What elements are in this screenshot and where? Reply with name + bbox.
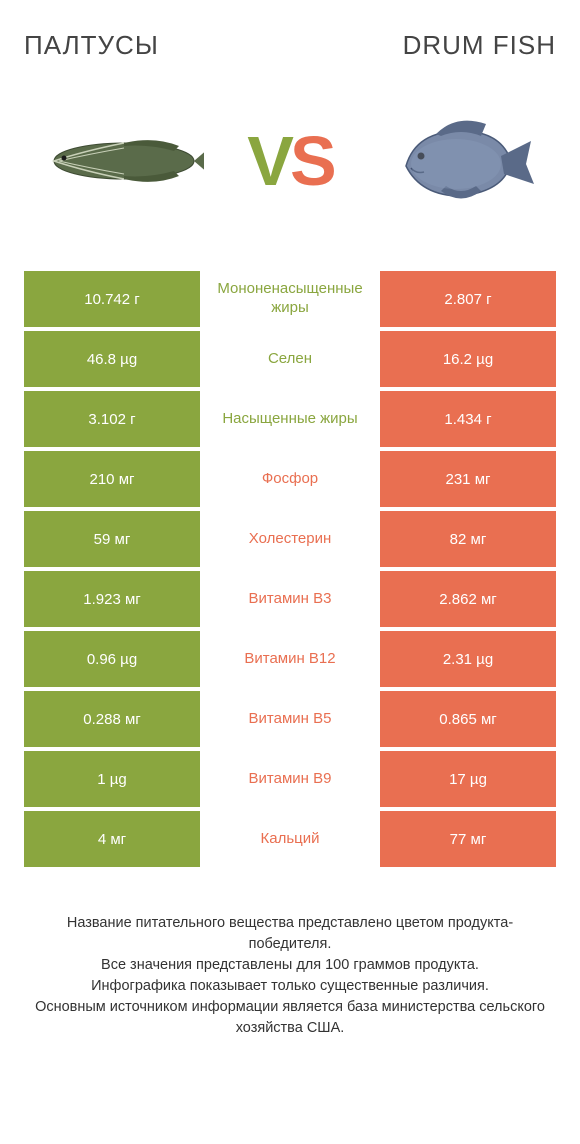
vs-s: S	[290, 122, 333, 200]
left-fish-image	[34, 126, 204, 196]
comparison-table: 10.742 гМононенасыщенные жиры2.807 г46.8…	[24, 271, 556, 871]
footer-notes: Название питательного вещества представл…	[24, 913, 556, 1039]
nutrient-label: Витамин B12	[200, 631, 380, 687]
right-value: 2.807 г	[380, 271, 556, 327]
vs-label: VS	[247, 126, 332, 196]
footer-line: Инфографика показывает только существенн…	[34, 976, 546, 997]
vs-v: V	[247, 122, 290, 200]
left-value: 10.742 г	[24, 271, 200, 327]
right-value: 0.865 мг	[380, 691, 556, 747]
hero-row: VS	[24, 91, 556, 231]
right-value: 17 µg	[380, 751, 556, 807]
nutrient-label: Витамин B5	[200, 691, 380, 747]
nutrient-label: Витамин B9	[200, 751, 380, 807]
footer-line: Основным источником информации является …	[34, 997, 546, 1039]
left-value: 3.102 г	[24, 391, 200, 447]
left-value: 1.923 мг	[24, 571, 200, 627]
nutrient-label: Насыщенные жиры	[200, 391, 380, 447]
left-value: 59 мг	[24, 511, 200, 567]
nutrient-label: Фосфор	[200, 451, 380, 507]
nutrient-label: Витамин B3	[200, 571, 380, 627]
footer-line: Название питательного вещества представл…	[34, 913, 546, 955]
right-value: 82 мг	[380, 511, 556, 567]
footer-line: Все значения представлены для 100 граммо…	[34, 955, 546, 976]
left-value: 46.8 µg	[24, 331, 200, 387]
right-value: 231 мг	[380, 451, 556, 507]
right-product-title: DRUM FISH	[403, 30, 556, 61]
nutrient-label: Кальций	[200, 811, 380, 867]
table-row: 10.742 гМононенасыщенные жиры2.807 г	[24, 271, 556, 331]
table-row: 210 мгФосфор231 мг	[24, 451, 556, 511]
table-row: 1 µgВитамин B917 µg	[24, 751, 556, 811]
right-fish-image	[376, 106, 546, 216]
left-value: 4 мг	[24, 811, 200, 867]
table-row: 1.923 мгВитамин B32.862 мг	[24, 571, 556, 631]
left-value: 1 µg	[24, 751, 200, 807]
left-value: 0.288 мг	[24, 691, 200, 747]
table-row: 3.102 гНасыщенные жиры1.434 г	[24, 391, 556, 451]
right-value: 1.434 г	[380, 391, 556, 447]
nutrient-label: Мононенасыщенные жиры	[200, 271, 380, 327]
nutrient-label: Холестерин	[200, 511, 380, 567]
table-row: 46.8 µgСелен16.2 µg	[24, 331, 556, 391]
right-value: 77 мг	[380, 811, 556, 867]
table-row: 4 мгКальций77 мг	[24, 811, 556, 871]
table-row: 0.96 µgВитамин B122.31 µg	[24, 631, 556, 691]
table-row: 59 мгХолестерин82 мг	[24, 511, 556, 571]
left-product-title: ПАЛТУСЫ	[24, 30, 159, 61]
left-value: 0.96 µg	[24, 631, 200, 687]
nutrient-label: Селен	[200, 331, 380, 387]
right-value: 2.31 µg	[380, 631, 556, 687]
right-value: 2.862 мг	[380, 571, 556, 627]
left-value: 210 мг	[24, 451, 200, 507]
header: ПАЛТУСЫ DRUM FISH	[24, 30, 556, 61]
table-row: 0.288 мгВитамин B50.865 мг	[24, 691, 556, 751]
right-value: 16.2 µg	[380, 331, 556, 387]
